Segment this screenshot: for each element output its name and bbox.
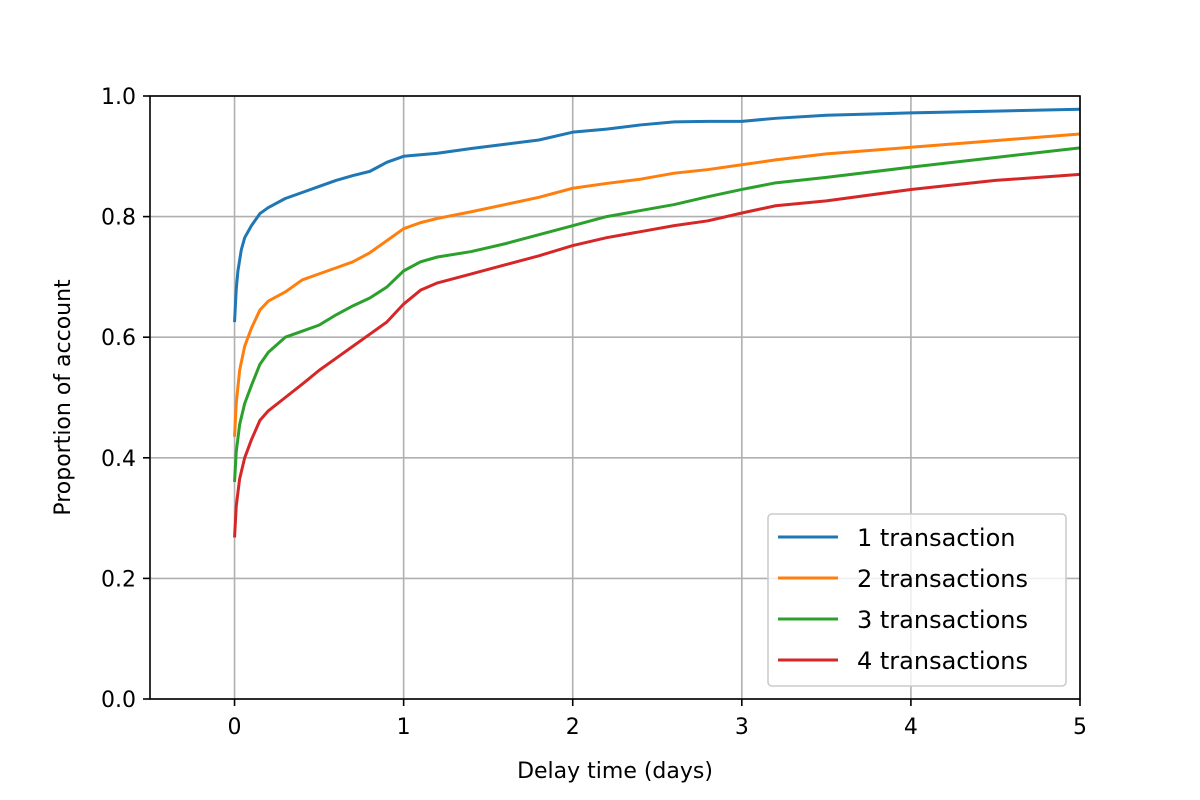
series-line-1 (233, 107, 1081, 323)
x-axis-label: Delay time (days) (517, 759, 713, 784)
x-tick-labels: 0 1 2 3 4 5 (228, 715, 1087, 740)
y-tick-labels: 0.0 0.2 0.4 0.6 0.8 1.0 (101, 85, 136, 713)
y-tick-label: 0.4 (101, 447, 136, 472)
legend: 1 transaction 2 transactions 3 transacti… (767, 513, 1067, 687)
y-tick-label: 0.0 (101, 688, 136, 713)
y-tick-label: 1.0 (101, 85, 136, 110)
y-axis-label: Proportion of account (51, 279, 76, 516)
x-tick-label: 2 (566, 715, 580, 740)
legend-box (767, 513, 1067, 687)
axis-ticks (143, 95, 1081, 706)
series-line-2 (233, 132, 1081, 437)
x-tick-label: 0 (228, 715, 242, 740)
series-line-4 (233, 172, 1081, 538)
x-tick-label: 5 (1073, 715, 1087, 740)
legend-label-3: 3 transactions (857, 606, 1028, 634)
legend-label-2: 2 transactions (857, 565, 1028, 593)
x-tick-label: 1 (397, 715, 411, 740)
series-line-3 (233, 146, 1081, 483)
x-tick-label: 4 (904, 715, 918, 740)
y-tick-label: 0.6 (101, 326, 136, 351)
y-tick-label: 0.2 (101, 567, 136, 592)
legend-label-4: 4 transactions (857, 647, 1028, 675)
series-lines (233, 107, 1081, 538)
x-tick-label: 3 (735, 715, 749, 740)
plot-frame (149, 95, 1081, 700)
legend-label-1: 1 transaction (857, 524, 1015, 552)
y-tick-label: 0.8 (101, 206, 136, 231)
